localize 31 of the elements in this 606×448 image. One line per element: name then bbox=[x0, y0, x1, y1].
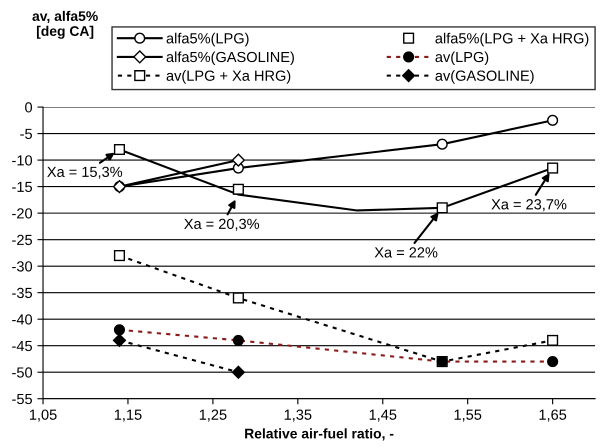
annotation: Xa = 15,3% bbox=[47, 166, 122, 179]
x-tick-label: 1,05 bbox=[30, 410, 57, 422]
y-tick-label: -55 bbox=[12, 394, 32, 404]
legend-label: alfa5%(GASOLINE) bbox=[166, 51, 294, 66]
y-tick-label: -45 bbox=[12, 340, 32, 352]
legend-label: alfa5%(LPG) bbox=[166, 32, 249, 46]
y-axis-title: av, alfa5% [deg CA] bbox=[32, 10, 98, 39]
y-tick-label: -50 bbox=[12, 367, 32, 378]
y-tick-label: -10 bbox=[12, 155, 32, 166]
annotation: Xa = 20,3% bbox=[184, 218, 260, 231]
y-tick-label: -30 bbox=[12, 261, 32, 272]
y-tick-label: -20 bbox=[12, 208, 32, 219]
y-tick-label: -5 bbox=[20, 128, 32, 140]
legend-label: alfa5%(LPG + Xa HRG) bbox=[435, 32, 588, 46]
y-tick-label: 0 bbox=[25, 102, 32, 112]
x-axis-title: Relative air-fuel ratio, - bbox=[245, 428, 394, 440]
x-tick-label: 1,15 bbox=[114, 410, 142, 422]
y-tick-label: -25 bbox=[12, 234, 32, 246]
legend-label: av(LPG) bbox=[435, 51, 488, 66]
y-tick-label: -40 bbox=[12, 314, 32, 325]
x-tick-label: 1,65 bbox=[540, 410, 566, 422]
annotation: Xa = 23,7% bbox=[491, 199, 566, 212]
y-tick-label: -15 bbox=[12, 182, 32, 192]
x-tick-label: 1,45 bbox=[370, 410, 396, 422]
x-tick-label: 1,25 bbox=[200, 410, 226, 422]
x-tick-label: 1,35 bbox=[284, 410, 312, 422]
x-tick-label: 1,55 bbox=[454, 410, 482, 422]
annotation: Xa = 22% bbox=[374, 247, 438, 258]
legend-label: av(GASOLINE) bbox=[435, 70, 534, 84]
y-tick-label: -35 bbox=[12, 288, 32, 298]
legend-label: av(LPG + Xa HRG) bbox=[166, 70, 290, 84]
